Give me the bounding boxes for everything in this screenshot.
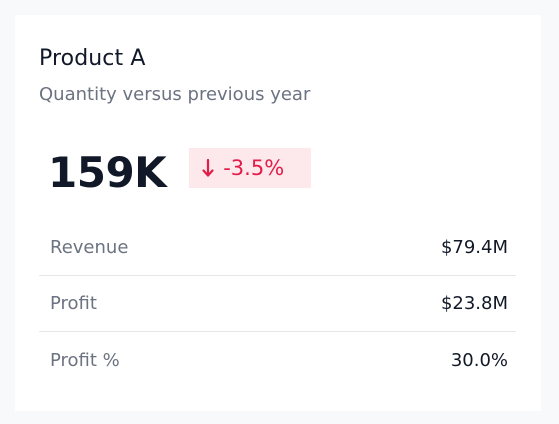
metric-label: Revenue	[50, 237, 129, 258]
metric-row-profit-percent: Profit % 30.0%	[39, 332, 516, 388]
kpi-row: 159K -3.5%	[48, 143, 312, 203]
arrow-down-icon	[201, 157, 215, 179]
delta-value: -3.5%	[223, 156, 285, 180]
metric-value: $79.4M	[440, 237, 508, 258]
metric-label: Profit %	[50, 349, 120, 371]
metrics-list: Revenue $79.4M Profit $23.8M Profit % 30…	[39, 220, 516, 388]
metric-row-profit: Profit $23.8M	[39, 276, 516, 332]
kpi-card: Product A Quantity versus previous year …	[15, 15, 541, 411]
metric-value: $23.8M	[440, 293, 508, 314]
metric-row-revenue: Revenue $79.4M	[39, 220, 516, 276]
delta-badge: -3.5%	[189, 148, 312, 188]
kpi-value: 159K	[48, 148, 167, 197]
card-title: Product A	[39, 46, 146, 71]
metric-label: Profit	[50, 293, 97, 314]
card-subtitle: Quantity versus previous year	[39, 84, 311, 105]
metric-value: 30.0%	[450, 349, 508, 371]
